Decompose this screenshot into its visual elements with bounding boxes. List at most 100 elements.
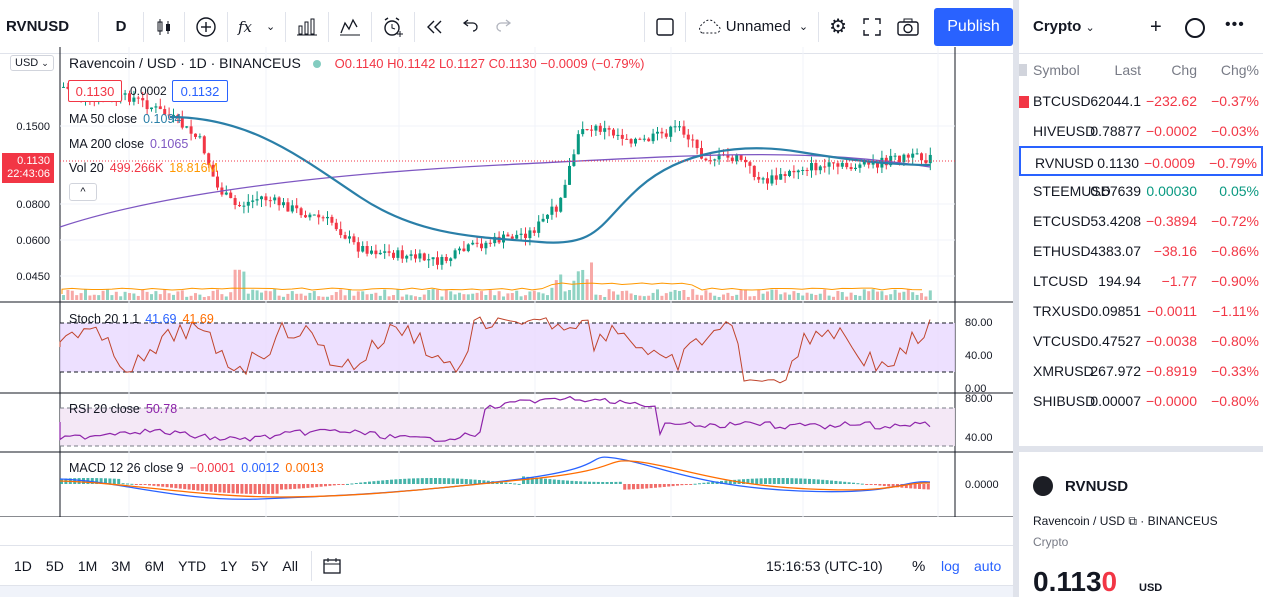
percent-scale-button[interactable]: % <box>912 558 926 575</box>
range-button-ytd[interactable]: YTD <box>178 557 207 574</box>
financials-icon[interactable] <box>288 8 326 46</box>
candle-body <box>779 174 783 180</box>
chart-area[interactable]: 0.1500 0.0800 0.0600 0.0450 80.00 40.00 0.00 80… <box>0 47 1013 517</box>
auto-scale-button[interactable]: auto <box>974 558 1002 574</box>
interval-button[interactable]: D <box>115 18 127 35</box>
alert-clock-icon[interactable] <box>374 8 412 46</box>
volume-bar <box>216 289 219 300</box>
candle-body <box>207 153 211 165</box>
watchlist-row[interactable]: VTCUSD 0.47527 −0.0038 −0.80% <box>1019 326 1263 356</box>
add-symbol-icon[interactable]: + <box>1150 16 1162 38</box>
watchlist-row[interactable]: SHIBUSD 0.00007 −0.0000 −0.80% <box>1019 386 1263 416</box>
volume-bar <box>70 290 74 300</box>
range-button-all[interactable]: All <box>282 557 298 574</box>
watchlist-row[interactable]: RVNUSD 0.1130 −0.0009 −0.79% <box>1019 146 1263 176</box>
undo-icon[interactable] <box>453 8 487 46</box>
volume-value: 499.266K <box>109 161 164 175</box>
macd-histogram-bar <box>922 484 926 490</box>
range-button-1y[interactable]: 1Y <box>220 557 238 574</box>
ma50-line <box>169 115 931 244</box>
macd-histogram-bar <box>891 484 895 487</box>
redo-icon[interactable] <box>487 8 521 46</box>
volume-bar <box>255 290 259 300</box>
range-button-5d[interactable]: 5D <box>45 557 64 574</box>
row-last: 4383.07 <box>1090 243 1141 259</box>
stoch-legend[interactable]: Stoch 20 1 1 41.69 41.69 <box>69 312 214 326</box>
watchlist-row[interactable]: HIVEUSD 0.78877 −0.0002 −0.03% <box>1019 116 1263 146</box>
volume-bar <box>915 294 919 300</box>
watchlist-row[interactable]: ETHUSD 4383.07 −38.16 −0.86% <box>1019 236 1263 266</box>
currency-selector[interactable]: USD ⌄ <box>10 55 54 71</box>
macd-histogram-bar <box>627 484 631 490</box>
publish-button[interactable]: Publish <box>934 8 1013 46</box>
watchlist-row[interactable]: TRXUSD 0.09851 −0.0011 −1.11% <box>1019 296 1263 326</box>
red-flag-icon[interactable] <box>1019 96 1029 108</box>
row-change-percent: 0.05% <box>1219 183 1259 199</box>
symbol-search-button[interactable]: RVNUSD <box>6 18 70 35</box>
macd-histogram-bar <box>187 484 191 490</box>
candle-style-icon[interactable] <box>146 8 182 46</box>
candle-body <box>902 154 906 163</box>
camera-icon[interactable] <box>889 8 927 46</box>
sell-price-button[interactable]: 0.1130 <box>68 80 122 102</box>
watchlist-row[interactable]: XMRUSD 267.972 −0.8919 −0.33% <box>1019 356 1263 386</box>
candle-body <box>334 222 338 230</box>
volume-bar <box>440 296 444 300</box>
indicators-button[interactable]: fx ⌄ <box>230 8 283 46</box>
range-button-5y[interactable]: 5Y <box>251 557 269 574</box>
candle-body <box>823 166 827 168</box>
panel-divider[interactable] <box>1013 0 1019 597</box>
goto-date-icon[interactable] <box>314 547 350 585</box>
timezone-clock[interactable]: 15:16:53 (UTC-10) <box>766 558 883 574</box>
volume-bar <box>185 296 189 300</box>
macd-histogram-bar <box>130 483 134 485</box>
column-symbol[interactable]: Symbol <box>1033 62 1080 78</box>
ma200-legend[interactable]: MA 200 close 0.1065 <box>69 137 188 151</box>
watchlist-row[interactable]: ETCUSD 53.4208 −0.3894 −0.72% <box>1019 206 1263 236</box>
candle-body <box>339 229 343 236</box>
volume-bar <box>132 293 136 300</box>
pie-chart-icon[interactable] <box>1185 18 1205 38</box>
details-symbol[interactable]: RVNUSD <box>1065 478 1129 495</box>
macd-histogram-bar <box>156 484 160 487</box>
templates-icon[interactable] <box>331 8 369 46</box>
watchlist-row[interactable]: BTCUSD 62044.1 −232.62 −0.37% <box>1019 86 1263 116</box>
range-button-6m[interactable]: 6M <box>144 557 165 574</box>
rsi-legend[interactable]: RSI 20 close 50.78 <box>69 402 177 416</box>
stoch-axis-label: 80.00 <box>965 317 993 329</box>
volume-bar <box>224 296 228 300</box>
macd-histogram-bar <box>772 478 776 484</box>
ma50-legend[interactable]: MA 50 close 0.1094 <box>69 112 181 126</box>
candle-body <box>651 133 655 142</box>
layout-name-button[interactable]: Unnamed ⌄ <box>688 8 816 46</box>
log-scale-button[interactable]: log <box>941 558 960 574</box>
column-last[interactable]: Last <box>1114 62 1141 78</box>
macd-legend[interactable]: MACD 12 26 close 9 −0.0001 0.0012 0.0013 <box>69 461 324 475</box>
more-dots-icon[interactable]: ••• <box>1225 16 1245 33</box>
watchlist-title[interactable]: Crypto ⌄ <box>1033 18 1095 35</box>
macd-histogram-bar <box>821 479 825 484</box>
volume-bar <box>396 289 400 300</box>
settings-gear-icon[interactable]: ⚙ <box>829 16 847 38</box>
column-chg[interactable]: Chg <box>1171 62 1197 78</box>
fullscreen-icon[interactable] <box>855 8 889 46</box>
watchlist-row[interactable]: STEEMUSD 0.57639 0.00030 0.05% <box>1019 176 1263 206</box>
price-axis-label: 0.0600 <box>16 235 50 247</box>
compare-plus-icon[interactable] <box>187 8 225 46</box>
candle-body <box>295 205 299 209</box>
buy-price-button[interactable]: 0.1132 <box>172 80 228 102</box>
range-button-1d[interactable]: 1D <box>14 557 32 574</box>
watchlist-row[interactable]: LTCUSD 194.94 −1.77 −0.90% <box>1019 266 1263 296</box>
collapse-legend-button[interactable]: ^ <box>69 183 97 201</box>
volume-bar <box>827 295 831 300</box>
range-button-1m[interactable]: 1M <box>77 557 98 574</box>
symbol-title[interactable]: Ravencoin / USD · 1D · BINANCEUS <box>69 55 301 71</box>
volume-legend[interactable]: Vol 20 499.266K 18.816M <box>69 161 218 175</box>
chart-canvas[interactable]: 0.15000.08000.06000.045080.0040.000.0080… <box>0 47 1013 517</box>
details-description[interactable]: Ravencoin / USD ⧉ · BINANCEUS <box>1033 514 1218 528</box>
range-button-3m[interactable]: 3M <box>111 557 131 574</box>
column-chgp[interactable]: Chg% <box>1220 62 1259 78</box>
layout-square-icon[interactable] <box>647 8 683 46</box>
replay-icon[interactable] <box>417 8 453 46</box>
macd-histogram-bar <box>596 481 600 484</box>
